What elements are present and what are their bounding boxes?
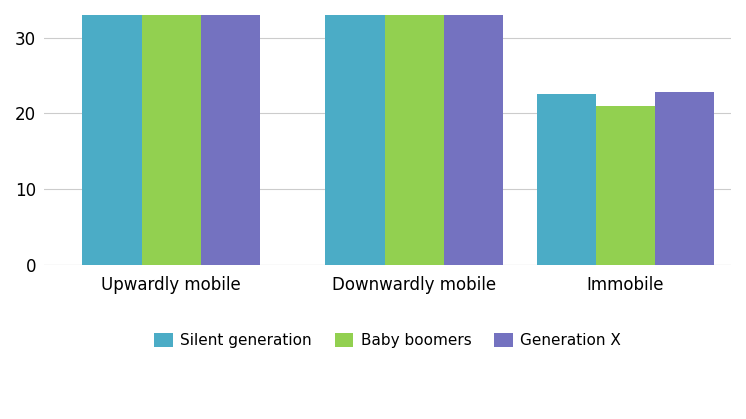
- Bar: [444, 0, 503, 264]
- Bar: [325, 0, 384, 264]
- Bar: [536, 94, 596, 264]
- Bar: [201, 0, 260, 264]
- Bar: [384, 0, 444, 264]
- Bar: [655, 92, 714, 264]
- Bar: [83, 0, 142, 264]
- Bar: [596, 106, 655, 264]
- Bar: [142, 0, 201, 264]
- Legend: Silent generation, Baby boomers, Generation X: Silent generation, Baby boomers, Generat…: [148, 327, 627, 354]
